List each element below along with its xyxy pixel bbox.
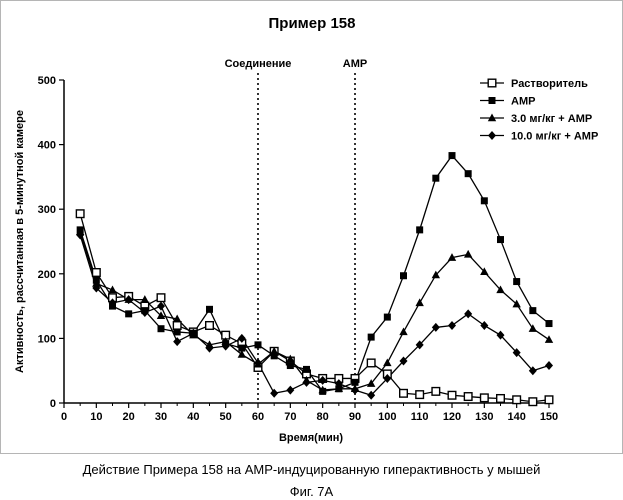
x-tick-label: 130 — [475, 411, 493, 423]
data-point-amp — [465, 170, 472, 177]
data-point-dose-10 — [303, 378, 311, 387]
data-point-dose-3 — [141, 295, 149, 303]
data-point-amp — [368, 334, 375, 341]
data-point-vehicle — [448, 391, 456, 399]
x-tick-label: 0 — [61, 411, 67, 423]
data-point-vehicle — [529, 398, 537, 406]
data-point-vehicle — [367, 359, 375, 367]
chart-title: Пример 158 — [269, 15, 356, 32]
figure-caption: Действие Примера 158 на АМР-индуцированн… — [0, 462, 623, 477]
data-point-amp — [449, 152, 456, 159]
data-point-vehicle — [76, 210, 84, 218]
y-tick-label: 400 — [38, 140, 56, 152]
data-point-dose-3 — [399, 327, 407, 335]
legend-label-amp: АМР — [511, 96, 535, 108]
data-point-dose-3 — [545, 335, 553, 343]
data-point-vehicle — [432, 388, 440, 396]
data-point-amp — [529, 307, 536, 314]
x-tick-label: 100 — [378, 411, 396, 423]
data-point-amp — [206, 306, 213, 313]
data-point-amp — [513, 278, 520, 285]
y-tick-label: 200 — [38, 269, 56, 281]
data-point-amp — [384, 314, 391, 321]
data-point-vehicle — [400, 390, 408, 398]
legend-label-dose-3: 3.0 мг/кг + АМР — [511, 113, 592, 125]
event-marker-label: Соединение — [225, 58, 292, 70]
x-tick-label: 120 — [443, 411, 461, 423]
data-point-amp — [158, 325, 165, 332]
y-tick-label: 100 — [38, 333, 56, 345]
data-point-vehicle — [157, 294, 165, 302]
data-point-amp — [416, 226, 423, 233]
data-point-dose-10 — [480, 321, 488, 330]
x-tick-label: 40 — [187, 411, 199, 423]
x-tick-label: 70 — [284, 411, 296, 423]
x-tick-label: 10 — [90, 411, 102, 423]
data-point-vehicle — [481, 394, 489, 402]
data-point-amp — [125, 310, 132, 317]
series-line-dose-10 — [80, 235, 549, 395]
data-point-dose-10 — [464, 309, 472, 318]
data-point-dose-10 — [173, 337, 181, 346]
x-tick-label: 60 — [252, 411, 264, 423]
data-point-vehicle — [416, 391, 424, 399]
data-point-dose-10 — [545, 361, 553, 370]
legend-marker-dose-10 — [488, 131, 496, 140]
data-point-dose-3 — [464, 250, 472, 258]
x-tick-label: 110 — [411, 411, 429, 423]
y-axis-label: Активность, рассчитанная в 5-минутной ка… — [14, 110, 26, 373]
x-tick-label: 140 — [507, 411, 525, 423]
legend-marker-amp — [489, 97, 496, 104]
data-point-amp — [174, 328, 181, 335]
data-point-vehicle — [464, 393, 472, 401]
data-point-vehicle — [513, 396, 521, 404]
chart: Пример 158 0 100 200 300 400 500 0 10 20 30 40 50 60 7… — [1, 1, 622, 453]
data-point-amp — [432, 175, 439, 182]
data-point-dose-10 — [448, 321, 456, 330]
data-point-vehicle — [206, 322, 214, 330]
data-point-amp — [481, 197, 488, 204]
x-tick-label: 150 — [540, 411, 558, 423]
x-tick-label: 30 — [155, 411, 167, 423]
x-tick-label: 20 — [123, 411, 135, 423]
chart-frame: Пример 158 0 100 200 300 400 500 0 10 20 30 40 50 60 7… — [0, 0, 623, 454]
event-marker-label: АМР — [343, 58, 367, 70]
x-tick-label: 50 — [220, 411, 232, 423]
data-point-dose-10 — [286, 386, 294, 395]
series-line-vehicle — [80, 214, 549, 402]
x-tick-label: 90 — [349, 411, 361, 423]
data-point-amp — [497, 236, 504, 243]
figure-label: Фиг. 7A — [0, 484, 623, 499]
data-point-dose-3 — [383, 358, 391, 366]
data-point-amp — [303, 366, 310, 373]
data-point-amp — [287, 362, 294, 369]
data-point-amp — [400, 272, 407, 279]
data-point-vehicle — [173, 322, 181, 330]
y-tick-label: 0 — [50, 398, 56, 410]
y-tick-label: 500 — [38, 75, 56, 87]
x-axis-label: Время(мин) — [279, 432, 343, 444]
data-point-vehicle — [497, 395, 505, 403]
series-line-amp — [80, 156, 549, 392]
data-point-dose-10 — [270, 389, 278, 398]
data-point-vehicle — [93, 269, 101, 277]
data-point-dose-3 — [415, 298, 423, 306]
data-point-dose-10 — [351, 386, 359, 395]
data-point-vehicle — [545, 396, 553, 404]
data-point-amp — [546, 320, 553, 327]
x-tick-label: 80 — [317, 411, 329, 423]
legend-marker-vehicle — [488, 79, 496, 87]
y-tick-label: 300 — [38, 204, 56, 216]
legend-label-vehicle: Растворитель — [511, 78, 588, 90]
legend-label-dose-10: 10.0 мг/кг + АМР — [511, 131, 598, 143]
data-point-amp — [255, 341, 262, 348]
